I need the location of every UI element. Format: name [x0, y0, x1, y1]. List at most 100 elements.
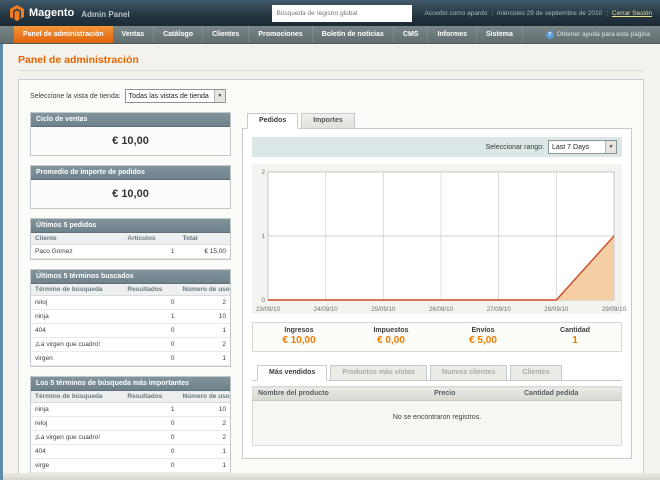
- nav-item-cms[interactable]: CMS: [394, 26, 429, 43]
- cell-results: 0: [123, 458, 179, 473]
- nav-item-catalog[interactable]: Catálogo: [154, 26, 204, 43]
- table-row: virgen 0 1: [31, 351, 230, 366]
- store-view-value: Todas las vistas de tienda: [128, 92, 209, 100]
- logo-title: Magento: [29, 7, 75, 19]
- orders-panel: Seleccionar rango: Last 7 Days ▼ 0 1 2 23/0…: [242, 128, 632, 459]
- store-view-select[interactable]: Todas las vistas de tienda ▼: [124, 89, 226, 103]
- dashboard-sidebar: Ciclo de ventas € 10,00 Promedio de impo…: [30, 112, 231, 474]
- global-search-input[interactable]: [272, 4, 413, 22]
- chevron-down-icon: ▼: [213, 90, 225, 102]
- user-info: Accedió como apardo miércoles 29 de sept…: [424, 10, 652, 17]
- cell-uses: 1: [178, 444, 230, 459]
- column-header: Término de búsqueda: [31, 284, 124, 296]
- dashboard-panel: Seleccione la vista de tienda: Todas las…: [18, 79, 644, 480]
- cell-items: 1: [123, 244, 179, 259]
- nav-item-newsletter[interactable]: Boletín de noticias: [313, 26, 394, 43]
- cell-uses: 1: [178, 351, 230, 366]
- cell-total: € 15,00: [178, 244, 230, 259]
- column-header: Número de usos: [178, 391, 230, 403]
- column-header: Artículos: [123, 233, 179, 245]
- range-selector-bar: Seleccionar rango: Last 7 Days ▼: [252, 137, 622, 157]
- cell-uses: 10: [178, 309, 230, 324]
- stat-label: Envíos: [471, 327, 495, 334]
- cell-results: 0: [123, 323, 179, 338]
- cell-uses: 2: [178, 416, 230, 431]
- column-header: Nombre del producto: [252, 386, 429, 401]
- top-header-bar: Magento Admin Panel Accedió como apardo …: [0, 0, 660, 26]
- chevron-down-icon: ▼: [605, 141, 616, 153]
- svg-text:1: 1: [262, 233, 266, 240]
- cell-results: 0: [123, 337, 179, 352]
- average-orders-title: Promedio de importe de pedidos: [31, 166, 230, 180]
- cell-results: 0: [123, 295, 179, 310]
- tab-new-customers: Nuevos clientes: [430, 365, 508, 381]
- svg-text:28/09/10: 28/09/10: [544, 306, 569, 313]
- nav-item-promotions[interactable]: Promociones: [249, 26, 313, 43]
- range-select[interactable]: Last 7 Days ▼: [548, 140, 617, 154]
- average-orders-box: Promedio de importe de pedidos € 10,00: [30, 165, 231, 209]
- magento-logo: Magento Admin Panel: [10, 5, 130, 21]
- column-header: Total: [178, 233, 230, 245]
- stat-value: 1: [572, 335, 578, 346]
- logout-link[interactable]: Cerrar Sesión: [611, 9, 652, 17]
- nav-item-customers[interactable]: Clientes: [203, 26, 250, 43]
- svg-text:24/09/10: 24/09/10: [314, 306, 339, 313]
- cell-results: 1: [123, 309, 179, 324]
- grids-tab-strip: Más vendidos Productos más vistos Nuevos…: [252, 364, 622, 381]
- separator: [491, 10, 493, 17]
- svg-text:2: 2: [262, 169, 266, 176]
- table-row: reloj 0 2: [31, 416, 230, 431]
- stat-shipping: Envíos € 5,00: [437, 327, 529, 346]
- column-header: Número de usos: [178, 284, 230, 296]
- svg-text:23/09/10: 23/09/10: [256, 306, 281, 313]
- last-search-table: Término de búsqueda Resultados Número de…: [31, 284, 230, 366]
- table-row: virge 0 1: [31, 458, 230, 473]
- svg-text:26/09/10: 26/09/10: [429, 306, 454, 313]
- last-orders-box: Últimos 5 pedidos Cliente Artículos Tota…: [30, 218, 231, 260]
- table-row: 404 0 1: [31, 444, 230, 459]
- table-row: 404 0 1: [31, 323, 230, 338]
- current-date: miércoles 29 de septiembre de 2010: [497, 9, 603, 17]
- lifetime-sales-value: € 10,00: [31, 127, 230, 155]
- nav-item-dashboard[interactable]: Panel de administración: [14, 26, 113, 43]
- store-view-row: Seleccione la vista de tienda: Todas las…: [30, 89, 632, 103]
- range-value: Last 7 Days: [552, 143, 589, 151]
- tab-most-viewed: Productos más vistos: [330, 365, 428, 381]
- stat-value: € 0,00: [377, 335, 405, 346]
- orders-chart-container: 0 1 2 23/09/10 24/09/10 25/09/10 26/09/10 27/09…: [252, 164, 627, 314]
- tab-bestsellers[interactable]: Más vendidos: [257, 365, 328, 381]
- cell-term: 404: [31, 444, 124, 459]
- lifetime-sales-box: Ciclo de ventas € 10,00: [30, 112, 231, 156]
- store-view-label: Seleccione la vista de tienda:: [30, 92, 121, 100]
- nav-item-system[interactable]: Sistema: [477, 26, 523, 43]
- column-header: Cantidad pedida: [519, 386, 622, 401]
- stat-value: € 10,00: [282, 335, 316, 346]
- stat-label: Cantidad: [560, 327, 590, 334]
- last-orders-title: Últimos 5 pedidos: [31, 219, 230, 233]
- column-header: Precio: [429, 386, 519, 401]
- table-row: Paco Gomez 1 € 15,00: [31, 244, 230, 259]
- tab-orders[interactable]: Pedidos: [247, 113, 299, 129]
- stat-tax: Impuestos € 0,00: [345, 327, 437, 346]
- table-row: ninja 1 10: [31, 309, 230, 324]
- table-row: ninja 1 10: [31, 402, 230, 417]
- cell-term: virge: [31, 458, 124, 473]
- column-header: Término de búsqueda: [31, 391, 124, 403]
- bestsellers-table: Nombre del producto Precio Cantidad pedi…: [252, 386, 622, 446]
- cell-term: reloj: [31, 416, 124, 431]
- page-help-link[interactable]: ? Obtener ayuda para esta página: [545, 26, 660, 43]
- dashboard-main: Pedidos Importes Seleccionar rango: Last…: [242, 112, 632, 474]
- table-row: ¡La virgen que cuadro! 0 2: [31, 430, 230, 445]
- range-label: Seleccionar rango:: [485, 143, 544, 151]
- table-row: ¡La virgen que cuadro! 0 2: [31, 337, 230, 352]
- tab-amounts[interactable]: Importes: [301, 113, 355, 129]
- svg-text:0: 0: [262, 297, 266, 304]
- cell-results: 0: [123, 416, 179, 431]
- nav-item-reports[interactable]: Informes: [428, 26, 478, 43]
- last-search-terms-box: Últimos 5 términos buscados Término de b…: [30, 269, 231, 367]
- nav-item-sales[interactable]: Ventas: [113, 26, 155, 43]
- svg-text:25/09/10: 25/09/10: [371, 306, 396, 313]
- diagram-tabs: Pedidos Importes: [242, 113, 632, 129]
- logged-in-as: Accedió como apardo: [424, 9, 488, 17]
